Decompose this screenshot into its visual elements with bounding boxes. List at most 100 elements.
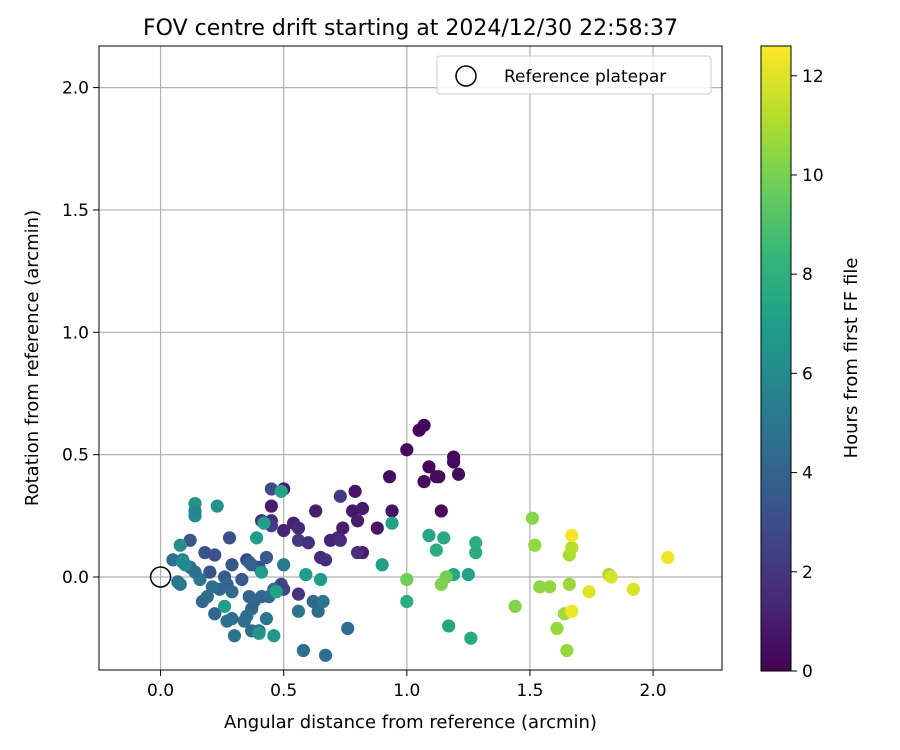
data-point <box>661 550 675 565</box>
data-point <box>543 580 557 594</box>
data-point <box>173 577 187 591</box>
data-point <box>525 511 539 525</box>
colorbar-tick-label: 4 <box>802 464 813 484</box>
data-point <box>198 545 212 560</box>
data-point <box>355 501 370 516</box>
data-point <box>464 631 478 645</box>
data-point <box>264 499 278 513</box>
data-point <box>166 553 180 567</box>
data-point <box>183 533 197 547</box>
data-points <box>149 418 675 662</box>
colorbar-tick-label: 10 <box>802 166 824 186</box>
data-point <box>254 565 269 579</box>
x-tick-label: 2.0 <box>640 681 667 701</box>
data-point <box>277 558 291 572</box>
data-point <box>225 585 239 599</box>
data-point <box>316 594 330 609</box>
x-tick-label: 1.0 <box>393 681 420 701</box>
data-point <box>582 585 596 599</box>
data-point <box>205 580 219 594</box>
data-point <box>264 482 278 496</box>
data-point <box>382 470 397 484</box>
data-point <box>306 594 320 609</box>
data-point <box>626 582 640 596</box>
data-point <box>314 572 328 587</box>
data-point <box>565 528 579 543</box>
data-point <box>422 460 436 474</box>
colorbar-tick-label: 8 <box>802 265 813 285</box>
data-point <box>309 504 323 518</box>
data-point <box>429 543 443 557</box>
data-point <box>461 567 475 582</box>
data-point <box>267 629 281 643</box>
data-point <box>217 599 232 613</box>
legend-entry-label: Reference platepar <box>504 67 666 87</box>
data-point <box>259 550 274 565</box>
x-tick-label: 0.5 <box>270 681 297 701</box>
data-point <box>178 558 192 572</box>
data-point <box>469 545 483 560</box>
data-point <box>385 516 399 530</box>
x-tick-label: 0.0 <box>147 681 174 701</box>
data-point <box>299 567 313 582</box>
data-point <box>562 577 576 591</box>
plot-area-frame <box>98 45 723 671</box>
colorbar-gradient <box>760 45 792 672</box>
data-point <box>333 489 347 503</box>
data-point <box>291 604 306 618</box>
colorbar-ticks: 0 2 4 6 8 10 12 <box>791 67 824 682</box>
data-point <box>200 589 214 604</box>
data-point <box>565 604 579 618</box>
legend-frame <box>436 55 712 95</box>
data-point <box>385 504 399 518</box>
data-point <box>400 572 414 587</box>
data-point <box>318 553 333 567</box>
data-point <box>237 614 251 628</box>
data-point <box>400 443 414 457</box>
data-point <box>412 423 426 437</box>
y-axis-label: Rotation from reference (arcmin) <box>22 210 43 506</box>
data-point <box>291 587 306 601</box>
data-point <box>301 536 315 550</box>
colorbar-tick-label: 12 <box>802 67 824 87</box>
y-tick-label: 1.5 <box>62 201 89 221</box>
data-point <box>533 580 547 594</box>
data-point <box>469 536 483 550</box>
colorbar-tick-label: 2 <box>802 563 813 583</box>
data-point <box>222 531 237 545</box>
y-tick-label: 0.0 <box>62 568 89 588</box>
data-point <box>508 599 522 613</box>
data-point <box>227 629 242 643</box>
data-point <box>565 541 579 555</box>
data-point <box>333 533 347 547</box>
data-point <box>311 604 325 618</box>
data-point <box>274 484 288 498</box>
colorbar-tick-label: 6 <box>802 364 813 384</box>
data-point <box>277 523 291 538</box>
data-point <box>259 612 274 626</box>
data-point <box>220 614 234 628</box>
data-point <box>252 626 266 640</box>
data-point <box>350 514 365 528</box>
data-point <box>604 570 618 584</box>
data-point <box>208 607 222 621</box>
data-point <box>432 470 446 484</box>
chart-title: FOV centre drift starting at 2024/12/30 … <box>143 16 678 41</box>
data-point <box>291 521 306 535</box>
data-point <box>528 538 542 552</box>
data-point <box>173 538 187 552</box>
data-point <box>442 619 456 633</box>
data-point <box>235 572 249 587</box>
data-point <box>550 621 564 636</box>
data-point <box>225 558 239 572</box>
data-point <box>560 643 574 658</box>
data-point <box>417 474 431 489</box>
colorbar-label: Hours from first FF file <box>841 258 862 459</box>
data-point <box>348 484 362 498</box>
x-axis-label: Angular distance from reference (arcmin) <box>224 712 597 733</box>
data-point <box>370 521 384 535</box>
data-point <box>400 594 414 609</box>
y-tick-label: 2.0 <box>62 79 89 99</box>
data-point <box>451 467 466 481</box>
